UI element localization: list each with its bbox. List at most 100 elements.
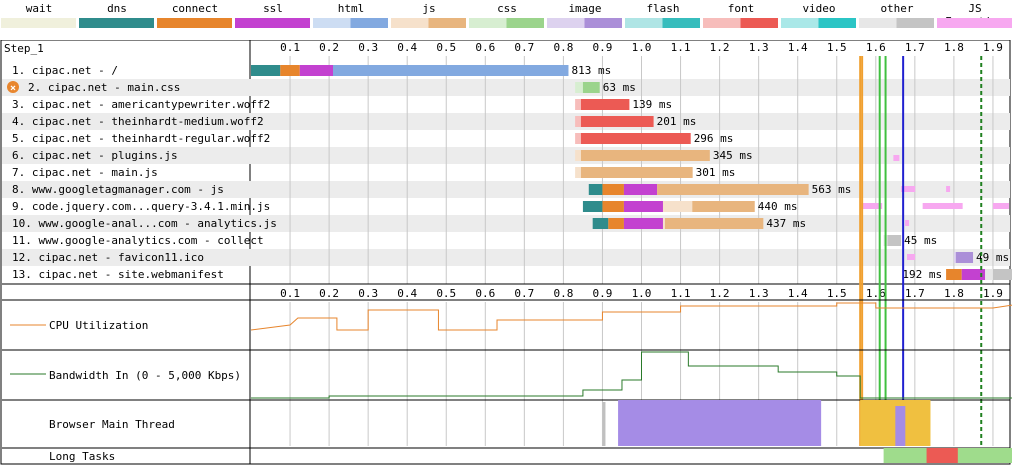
main-thread-script-block: [860, 400, 931, 446]
bar-download: [580, 150, 710, 161]
legend-item-video: video: [780, 0, 858, 34]
bar-download: [692, 201, 755, 212]
bar-download: [955, 252, 974, 263]
bandwidth-label: Bandwidth In (0 - 5,000 Kbps): [49, 369, 241, 382]
tick-label-bottom: 0.3: [358, 287, 378, 300]
legend-item-flash: flash: [624, 0, 702, 34]
tick-label-bottom: 0.4: [397, 287, 417, 300]
tick-label-bottom: 0.9: [593, 287, 613, 300]
waterfall-chart: Step_1 0.1 0.1 0.2 0.2 0.3 0.3 0.4 0.4 0.5 0.5 0.6 0…: [0, 40, 1012, 465]
legend-item-other: other: [858, 0, 936, 34]
tick-label-top: 1.7: [905, 41, 925, 54]
request-label: 13. cipac.net - site.webmanifest: [12, 268, 224, 281]
bar-connect: [602, 201, 624, 212]
request-label: 5. cipac.net - theinhardt-regular.woff2: [12, 132, 270, 145]
bar-request: [953, 252, 956, 263]
bar-download: [580, 167, 693, 178]
request-duration: 813 ms: [571, 64, 611, 77]
tick-label-bottom: 1.2: [710, 287, 730, 300]
legend-swatch: [859, 18, 934, 28]
legend: wait dns connect ssl html js css image flash font…: [0, 0, 1012, 34]
legend-label: video: [802, 2, 836, 15]
legend-swatch: [1, 18, 76, 28]
long-task-blocking: [926, 448, 958, 463]
main-thread-other-block: [602, 402, 606, 446]
bar-download: [580, 99, 630, 110]
request-duration: 49 ms: [976, 251, 1009, 264]
legend-item-font: font: [702, 0, 780, 34]
bar-request: [662, 201, 693, 212]
bar-download: [657, 184, 809, 195]
row-stripe: [2, 113, 1010, 130]
legend-label: html: [337, 2, 365, 15]
legend-item-dns: dns: [78, 0, 156, 34]
bar-request: [575, 150, 581, 161]
tick-label-bottom: 1.0: [632, 287, 652, 300]
bandwidth-curve: [251, 351, 1012, 399]
request-label: 7. cipac.net - main.js: [12, 166, 158, 179]
legend-swatch: [79, 18, 154, 28]
tick-label-bottom: 1.7: [905, 287, 925, 300]
legend-label: image: [568, 2, 602, 15]
legend-item-connect: connect: [156, 0, 234, 34]
request-label: 6. cipac.net - plugins.js: [12, 149, 178, 162]
bar-download: [580, 116, 654, 127]
legend-label: dns: [107, 2, 127, 15]
bar-download: [887, 235, 902, 246]
request-duration: 296 ms: [694, 132, 734, 145]
main-thread-layout-block: [618, 400, 822, 446]
legend-swatch: [313, 18, 388, 28]
bar-download: [992, 269, 1012, 280]
legend-item-image: image: [546, 0, 624, 34]
row-stripe: [2, 79, 1010, 96]
step-label: Step_1: [4, 42, 44, 55]
tick-label-top: 1.8: [944, 41, 964, 54]
tick-label-bottom: 1.6: [866, 287, 886, 300]
legend-item-css: css: [468, 0, 546, 34]
bar-ssl: [623, 201, 663, 212]
tick-label-top: 1.4: [788, 41, 808, 54]
bar-request: [662, 218, 665, 229]
legend-label: wait: [25, 2, 53, 15]
tick-label-bottom: 0.6: [475, 287, 495, 300]
tick-label-top: 0.8: [553, 41, 573, 54]
request-label: 11. www.google-analytics.com - collect: [12, 234, 264, 247]
request-label: 1. cipac.net - /: [12, 64, 118, 77]
request-label: 2. cipac.net - main.css: [28, 81, 180, 94]
legend-label: font: [727, 2, 755, 15]
legend-swatch: [625, 18, 700, 28]
bar-request: [985, 269, 993, 280]
legend-label: other: [880, 2, 914, 15]
legend-swatch: [235, 18, 310, 28]
request-duration: 139 ms: [632, 98, 672, 111]
legend-swatch: [547, 18, 622, 28]
legend-label: connect: [171, 2, 219, 15]
request-label: 12. cipac.net - favicon11.ico: [12, 251, 204, 264]
tick-label-bottom: 0.2: [319, 287, 339, 300]
js-execution-mark: [946, 186, 951, 192]
request-duration: 301 ms: [696, 166, 736, 179]
cpu-curve: [250, 302, 1012, 331]
tick-label-bottom: 1.8: [944, 287, 964, 300]
bar-ssl: [623, 184, 658, 195]
tick-label-bottom: 1.9: [983, 287, 1003, 300]
tick-label-top: 0.4: [397, 41, 417, 54]
legend-swatch: [781, 18, 856, 28]
request-duration: 192 ms: [902, 268, 942, 281]
legend-item-html: html: [312, 0, 390, 34]
js-execution-mark: [893, 155, 900, 161]
request-duration: 440 ms: [758, 200, 798, 213]
tick-label-top: 0.9: [593, 41, 613, 54]
bar-request: [575, 99, 581, 110]
error-icon-glyph: ×: [10, 83, 16, 94]
tick-label-top: 0.7: [514, 41, 534, 54]
legend-item-wait: wait: [0, 0, 78, 34]
legend-swatch: [937, 18, 1012, 28]
js-execution-mark: [905, 220, 910, 226]
bar-ssl: [623, 218, 663, 229]
bar-request: [575, 82, 583, 93]
legend-swatch: [391, 18, 466, 28]
bar-download: [580, 133, 691, 144]
bar-ssl: [299, 65, 334, 76]
tick-label-bottom: 0.7: [514, 287, 534, 300]
